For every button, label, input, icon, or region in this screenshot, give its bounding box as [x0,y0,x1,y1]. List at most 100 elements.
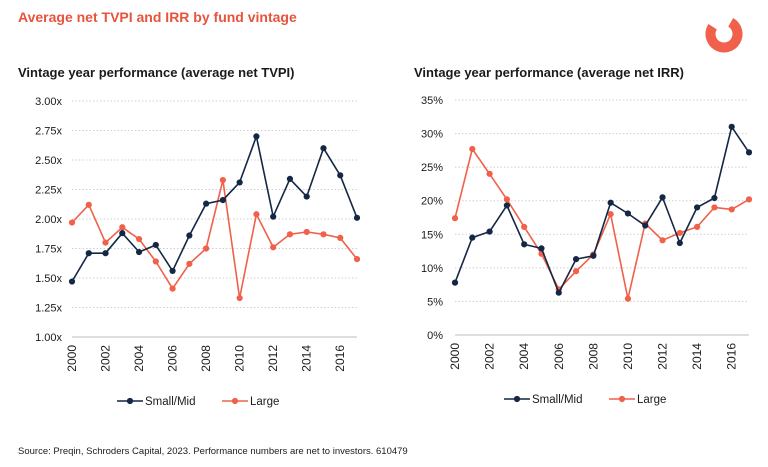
tvpi-y-tick-label: 2.50x [35,155,62,167]
tvpi-x-tick-label: 2014 [300,345,314,372]
tvpi-y-tick-label: 1.50x [35,273,62,285]
tvpi-large-point [337,234,344,241]
irr-small-mid-point [728,123,735,130]
tvpi-legend-large-label: Large [250,396,279,408]
tvpi-x-tick-label: 2016 [333,345,347,372]
tvpi-small-mid-point [135,248,143,256]
tvpi-x-tick-label: 2002 [99,345,113,372]
irr-large-line [454,148,750,300]
tvpi-small-mid-point [253,133,260,140]
irr-line-chart: 0% 5% 10% 15% 20% 25% 30% 35% 2000 2002 2004 2006 20… [421,95,753,406]
tvpi-x-tick-label: 2000 [65,345,79,372]
tvpi-large-point [353,256,361,263]
irr-y-tick-label: 0% [427,330,443,342]
tvpi-x-tick-label: 2004 [132,345,146,372]
irr-small-mid-point [659,194,666,201]
irr-y-tick-label: 20% [421,196,443,208]
irr-chart-title: Vintage year performance (average net IR… [414,65,684,80]
irr-small-mid-point [745,149,753,156]
irr-legend-small-mid-label: Small/Mid [532,394,582,406]
irr-legend-large-marker [618,395,626,403]
tvpi-y-tick-label: 2.25x [35,185,62,197]
tvpi-large-point [286,231,294,238]
schroders-capital-logo-icon [705,15,743,53]
irr-large-point [572,268,580,275]
tvpi-large-point [303,228,310,236]
irr-legend-large-label: Large [637,394,666,406]
tvpi-small-mid-point [320,145,327,152]
tvpi-y-tick-label: 1.25x [35,303,62,315]
irr-x-tick-label: 2006 [552,343,566,370]
irr-y-tick-label: 25% [421,162,443,174]
irr-small-mid-point [624,210,632,217]
tvpi-small-mid-point [303,193,310,200]
irr-x-tick-label: 2016 [725,343,739,370]
tvpi-small-mid-point [219,197,226,204]
tvpi-small-mid-point [169,267,176,275]
page-title: Average net TVPI and IRR by fund vintage [18,9,297,25]
tvpi-legend-small-mid-label: Small/Mid [145,396,195,408]
irr-y-tick-label: 15% [421,229,443,241]
irr-small-mid-point [469,234,476,241]
irr-large-point [607,211,614,218]
irr-large-point [728,206,735,213]
irr-large-point [659,237,666,244]
irr-large-point [521,223,528,230]
tvpi-x-tick-label: 2010 [233,345,247,372]
irr-small-mid-point [607,199,614,206]
source-note: Source: Preqin, Schroders Capital, 2023.… [18,446,408,457]
irr-x-tick-label: 2012 [656,343,670,370]
irr-small-mid-point [503,202,510,209]
irr-small-mid-point [486,228,493,235]
tvpi-large-point [203,245,210,252]
tvpi-y-tick-label: 1.00x [35,332,62,344]
irr-small-mid-point [451,279,459,286]
irr-small-mid-line [454,126,750,294]
tvpi-small-mid-point [337,172,344,179]
irr-small-mid-point [694,204,701,211]
tvpi-small-mid-point [236,179,243,186]
irr-y-tick-label: 30% [421,129,443,141]
irr-y-tick-label: 10% [421,263,443,275]
tvpi-large-point [85,201,92,208]
tvpi-small-mid-point [152,241,159,249]
tvpi-small-mid-point [286,175,294,182]
irr-large-point [745,196,753,203]
irr-y-tick-label: 5% [427,296,443,308]
tvpi-small-mid-line [71,135,358,282]
tvpi-legend-small-mid-marker [126,397,134,405]
tvpi-y-tick-label: 3.00x [35,96,62,108]
irr-large-point [469,145,476,153]
irr-x-tick-label: 2002 [483,343,497,370]
tvpi-large-point [320,231,327,238]
irr-large-point [676,229,683,237]
tvpi-large-point [152,258,159,265]
tvpi-x-tick-label: 2012 [266,345,280,372]
tvpi-large-point [270,244,277,251]
irr-small-mid-point [572,256,580,263]
tvpi-large-point [169,285,176,292]
irr-x-tick-label: 2010 [621,343,635,370]
irr-x-tick-label: 2008 [586,343,600,370]
tvpi-y-tick-label: 2.00x [35,214,62,226]
irr-large-point [486,170,493,177]
tvpi-small-mid-point [102,250,109,257]
tvpi-large-point [102,239,109,246]
irr-x-tick-label: 2004 [517,343,531,370]
tvpi-small-mid-point [68,278,76,285]
irr-small-mid-point [642,222,649,229]
tvpi-y-tick-label: 2.75x [35,126,62,138]
irr-small-mid-point [676,239,683,247]
irr-small-mid-point [590,252,597,259]
irr-large-point [694,223,701,230]
irr-y-tick-label: 35% [421,95,443,107]
tvpi-legend-large-marker [231,397,239,405]
tvpi-x-tick-label: 2008 [199,345,213,372]
tvpi-large-point [253,211,260,218]
tvpi-small-mid-point [85,250,92,257]
irr-small-mid-point [538,245,545,252]
irr-small-mid-point [711,194,718,202]
tvpi-small-mid-point [186,232,193,239]
irr-large-point [503,196,510,203]
tvpi-large-point [236,294,243,302]
